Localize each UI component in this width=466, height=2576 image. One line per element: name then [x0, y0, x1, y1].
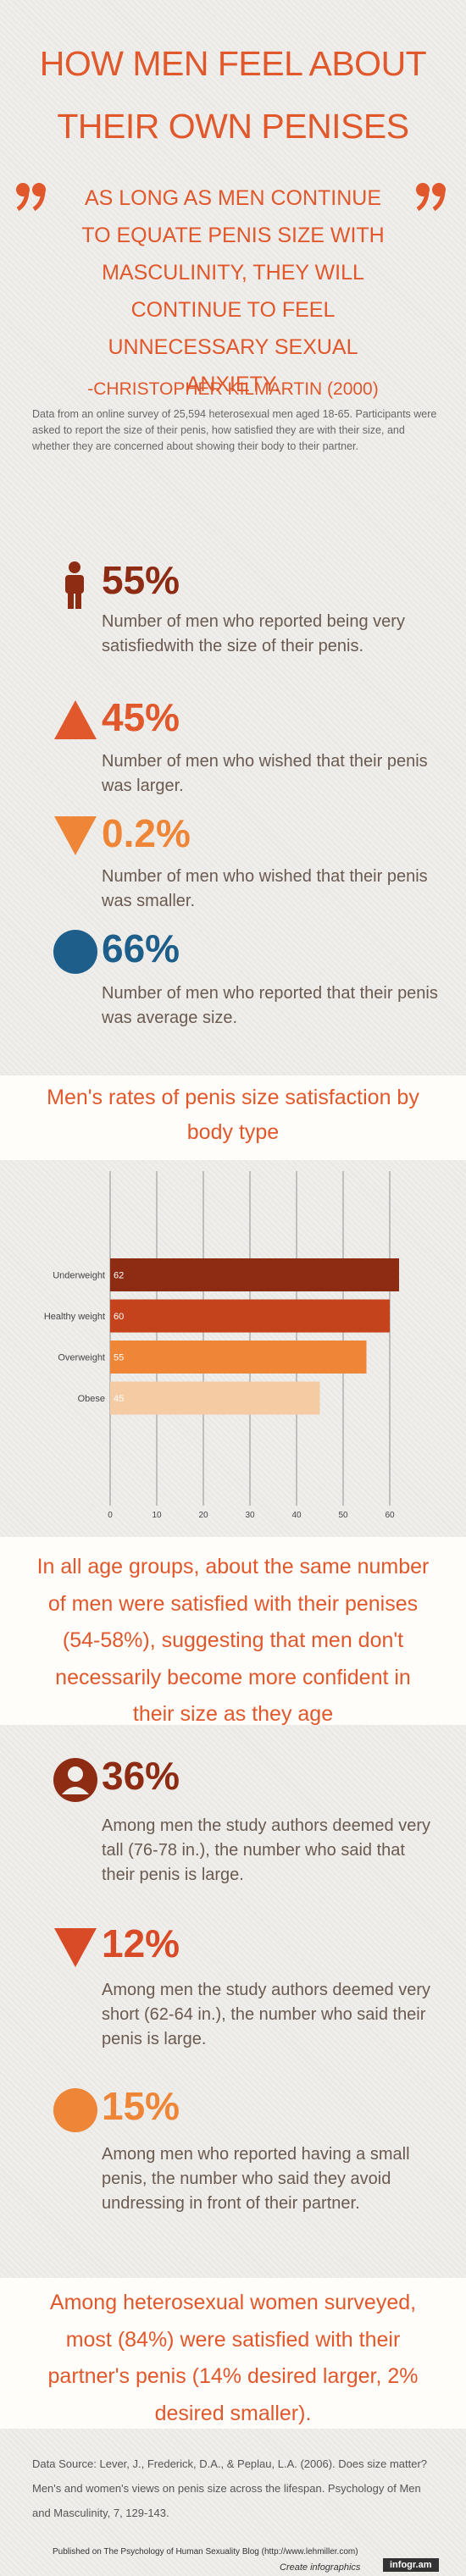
x-tick-label: 40: [291, 1511, 302, 1520]
category-label: Underweight: [53, 1271, 105, 1281]
x-tick-label: 20: [198, 1511, 208, 1520]
intro: Data from an online survey of 25,594 het…: [32, 408, 437, 452]
x-tick-label: 50: [338, 1511, 348, 1520]
stat-text: Among men the study authors deemed very …: [102, 1981, 430, 2048]
title-line: HOW MEN FEEL ABOUT: [39, 44, 427, 83]
triangle-down-icon: [54, 1928, 97, 1967]
value-label: 60: [114, 1312, 124, 1322]
women-note: Among heterosexual women surveyed, most …: [47, 2291, 419, 2425]
triangle-up-icon: [54, 700, 97, 739]
source: Data Source: Lever, J., Frederick, D.A.,…: [32, 2457, 428, 2519]
bar: [110, 1258, 399, 1291]
category-label: Obese: [78, 1394, 105, 1404]
person-head-icon: [53, 1758, 97, 1802]
bar: [110, 1341, 367, 1374]
value-label: 55: [114, 1353, 124, 1363]
published: Published on The Psychology of Human Sex…: [53, 2547, 358, 2557]
create-link[interactable]: Create infographics: [280, 2562, 361, 2573]
stat-text: Among men the study authors deemed very …: [102, 1816, 430, 1884]
stat-value: 55%: [102, 558, 180, 602]
title-line: THEIR OWN PENISES: [57, 107, 409, 146]
x-tick-label: 0: [108, 1511, 113, 1520]
stat-text: Number of men who wished that their peni…: [102, 867, 428, 910]
brand[interactable]: infogr.am: [383, 2558, 439, 2572]
stat-value: 66%: [102, 926, 180, 970]
stat-text: Among men who reported having a small pe…: [102, 2145, 410, 2213]
circle-icon: [53, 930, 97, 974]
chart-title: Men's rates of penis size satisfaction b…: [47, 1086, 419, 1144]
stat-value: 36%: [102, 1754, 180, 1798]
stat-text: Number of men who wished that their peni…: [102, 752, 428, 795]
x-tick-label: 10: [152, 1511, 162, 1520]
triangle-down-icon: [54, 816, 97, 855]
bar-chart: 0 10 20 30 40 50 60 62 Underweight 60 Healthy weig…: [44, 1171, 399, 1520]
bar: [110, 1299, 390, 1333]
bar: [110, 1381, 320, 1415]
person-icon: [65, 561, 84, 609]
stat-value: 15%: [102, 2084, 180, 2128]
stat-text: Number of men who reported being very sa…: [102, 612, 405, 655]
section-band: [0, 1075, 466, 1160]
quote: AS LONG AS MEN CONTINUE TO EQUATE PENIS …: [81, 186, 385, 396]
circle-icon: [53, 2088, 97, 2132]
value-label: 62: [114, 1271, 124, 1281]
value-label: 45: [114, 1394, 124, 1404]
x-tick-label: 60: [385, 1511, 395, 1520]
category-label: Healthy weight: [44, 1312, 105, 1322]
quote-author: -CHRISTOPHER KILMARTIN (2000): [87, 379, 379, 399]
quote-mark: [416, 183, 446, 212]
stat-value: 45%: [102, 695, 180, 739]
x-tick-label: 30: [245, 1511, 255, 1520]
stat-text: Number of men who reported that their pe…: [102, 984, 438, 1027]
section-band: [0, 1537, 466, 1725]
category-label: Overweight: [58, 1353, 105, 1363]
stat-value: 0.2%: [102, 811, 191, 855]
stat-value: 12%: [102, 1921, 180, 1965]
quote-mark: [16, 183, 46, 212]
section-band: [0, 2278, 466, 2429]
age-note: In all age groups, about the same number…: [36, 1555, 430, 1726]
